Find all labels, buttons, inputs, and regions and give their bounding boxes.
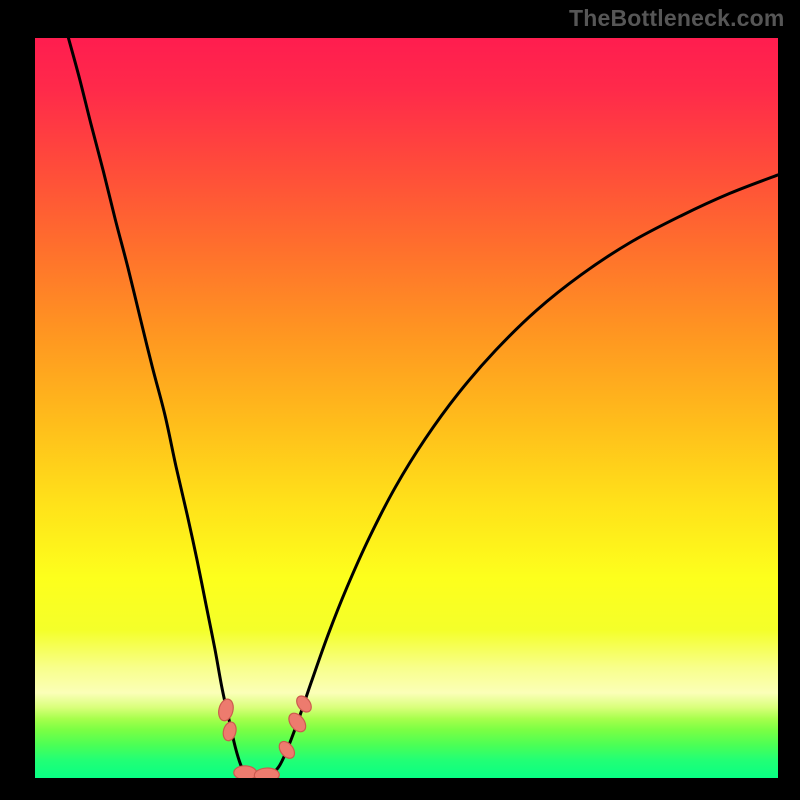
curve-marker: [216, 698, 235, 723]
watermark-text: TheBottleneck.com: [569, 5, 785, 32]
curve-marker: [294, 693, 315, 715]
curve-marker: [221, 721, 238, 742]
curve-marker: [285, 710, 309, 735]
curve-marker: [276, 739, 297, 762]
plot-area: [35, 38, 778, 778]
bottleneck-curve: [35, 38, 778, 778]
curve-marker: [234, 765, 257, 778]
